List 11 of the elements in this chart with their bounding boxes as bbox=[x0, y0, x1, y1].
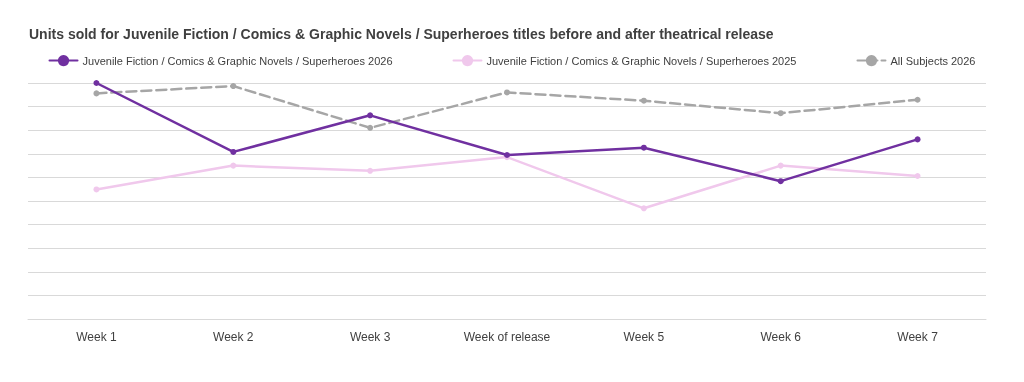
x-tick-label: Week 7 bbox=[897, 330, 939, 344]
x-tick-label: Week 5 bbox=[623, 330, 665, 344]
x-tick-label: Week of release bbox=[463, 330, 551, 344]
chart-title: Units sold for Juvenile Fiction / Comics & Graphic Novels / Superheroes titles before and after theatrical release bbox=[29, 26, 774, 42]
x-tick-label: Week 6 bbox=[760, 330, 802, 344]
legend-label: Juvenile Fiction / Comics & Graphic Novels / Superheroes 2025 bbox=[486, 54, 797, 67]
legend-label: All Subjects 2026 bbox=[890, 54, 976, 67]
x-tick-label: Week 2 bbox=[213, 330, 254, 344]
x-tick-label: Week 1 bbox=[76, 330, 117, 344]
x-tick-label: Week 3 bbox=[349, 330, 391, 344]
legend-label: Juvenile Fiction / Comics & Graphic Novels / Superheroes 2026 bbox=[82, 54, 393, 67]
